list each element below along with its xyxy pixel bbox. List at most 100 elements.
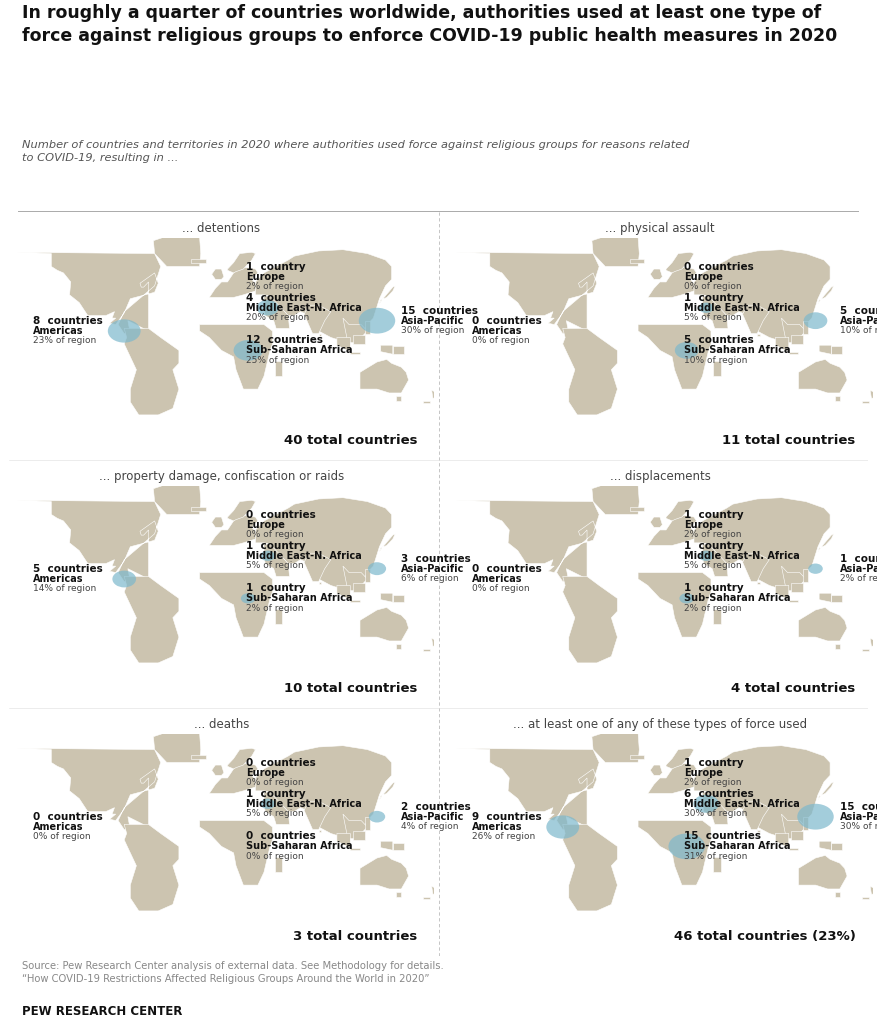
Polygon shape (343, 566, 367, 591)
Text: 46 total countries (23%): 46 total countries (23%) (674, 930, 856, 942)
Polygon shape (835, 891, 840, 896)
Polygon shape (275, 361, 282, 376)
Polygon shape (381, 345, 393, 355)
Text: 1  country: 1 country (246, 262, 305, 272)
Ellipse shape (359, 308, 396, 333)
Polygon shape (353, 831, 365, 840)
Polygon shape (255, 249, 392, 344)
Polygon shape (304, 553, 331, 582)
Polygon shape (638, 325, 711, 389)
Text: Asia-Pacific: Asia-Pacific (840, 811, 877, 822)
Text: 40 total countries: 40 total countries (283, 433, 417, 447)
Polygon shape (350, 847, 360, 850)
Ellipse shape (108, 320, 140, 342)
Text: 1  country: 1 country (684, 510, 744, 520)
Polygon shape (638, 572, 711, 637)
Text: 1  country: 1 country (684, 584, 744, 594)
Text: 5% of region: 5% of region (684, 561, 742, 570)
Polygon shape (380, 533, 396, 552)
Polygon shape (456, 501, 599, 582)
Polygon shape (456, 252, 599, 333)
Polygon shape (360, 607, 409, 641)
Polygon shape (870, 390, 876, 399)
Text: 23% of region: 23% of region (33, 336, 96, 345)
Ellipse shape (241, 593, 255, 604)
Ellipse shape (369, 810, 385, 823)
Polygon shape (393, 842, 403, 850)
Polygon shape (211, 269, 224, 279)
Polygon shape (648, 267, 696, 297)
Polygon shape (694, 249, 830, 344)
Text: Sub-Saharan Africa: Sub-Saharan Africa (684, 594, 791, 603)
Text: PEW RESEARCH CENTER: PEW RESEARCH CENTER (22, 1006, 182, 1018)
Text: ... physical assault: ... physical assault (605, 222, 715, 235)
Text: 0  countries: 0 countries (472, 564, 541, 574)
Text: 25% of region: 25% of region (246, 356, 309, 365)
Polygon shape (791, 831, 803, 840)
Polygon shape (803, 817, 809, 830)
Polygon shape (702, 792, 728, 825)
Text: Americas: Americas (472, 326, 522, 336)
Polygon shape (393, 346, 403, 355)
Polygon shape (350, 352, 360, 355)
Polygon shape (819, 593, 831, 602)
Polygon shape (862, 401, 869, 404)
Polygon shape (781, 566, 806, 591)
Polygon shape (360, 855, 409, 889)
Text: 26% of region: 26% of region (472, 833, 535, 841)
Text: Asia-Pacific: Asia-Pacific (402, 564, 465, 573)
Polygon shape (831, 595, 842, 602)
Polygon shape (393, 595, 403, 602)
Text: 4 total countries: 4 total countries (731, 682, 856, 695)
Text: Americas: Americas (472, 574, 522, 584)
Text: Asia-Pacific: Asia-Pacific (840, 316, 877, 326)
Polygon shape (592, 234, 639, 267)
Text: In roughly a quarter of countries worldwide, authorities used at least one type : In roughly a quarter of countries worldw… (22, 4, 838, 45)
Polygon shape (255, 746, 392, 840)
Text: 5% of region: 5% of region (684, 313, 742, 322)
Text: Sub-Saharan Africa: Sub-Saharan Africa (246, 594, 353, 603)
Text: 5  countries: 5 countries (684, 335, 754, 345)
Text: Europe: Europe (684, 520, 724, 529)
Polygon shape (191, 507, 205, 511)
Text: 2  countries: 2 countries (402, 801, 471, 811)
Polygon shape (431, 390, 438, 399)
Polygon shape (18, 252, 160, 333)
Polygon shape (275, 856, 282, 872)
Polygon shape (819, 841, 831, 850)
Text: 2% of region: 2% of region (684, 778, 742, 787)
Polygon shape (365, 568, 370, 582)
Text: 0  countries: 0 countries (684, 262, 754, 272)
Polygon shape (798, 855, 847, 889)
Polygon shape (424, 649, 431, 651)
Text: 1  country: 1 country (684, 293, 744, 303)
Polygon shape (396, 644, 402, 649)
Polygon shape (343, 815, 367, 839)
Polygon shape (396, 891, 402, 896)
Polygon shape (818, 782, 834, 800)
Polygon shape (337, 834, 350, 847)
Text: 31% of region: 31% of region (684, 851, 747, 861)
Polygon shape (743, 801, 769, 830)
Text: 8  countries: 8 countries (33, 316, 103, 326)
Text: 0% of region: 0% of region (472, 585, 529, 594)
Polygon shape (191, 754, 205, 758)
Polygon shape (396, 396, 402, 401)
Text: Americas: Americas (33, 574, 83, 584)
Ellipse shape (367, 562, 386, 575)
Text: 30% of region: 30% of region (684, 809, 747, 819)
Text: 5% of region: 5% of region (246, 809, 303, 819)
Ellipse shape (260, 551, 275, 561)
Polygon shape (153, 730, 201, 762)
Text: Europe: Europe (246, 768, 285, 778)
Polygon shape (757, 830, 759, 832)
Polygon shape (592, 482, 639, 514)
Polygon shape (153, 234, 201, 267)
Polygon shape (125, 576, 179, 663)
Polygon shape (702, 544, 728, 576)
Ellipse shape (233, 340, 263, 361)
Text: ... displacements: ... displacements (610, 470, 710, 483)
Polygon shape (381, 593, 393, 602)
Ellipse shape (803, 313, 827, 329)
Polygon shape (318, 333, 321, 336)
